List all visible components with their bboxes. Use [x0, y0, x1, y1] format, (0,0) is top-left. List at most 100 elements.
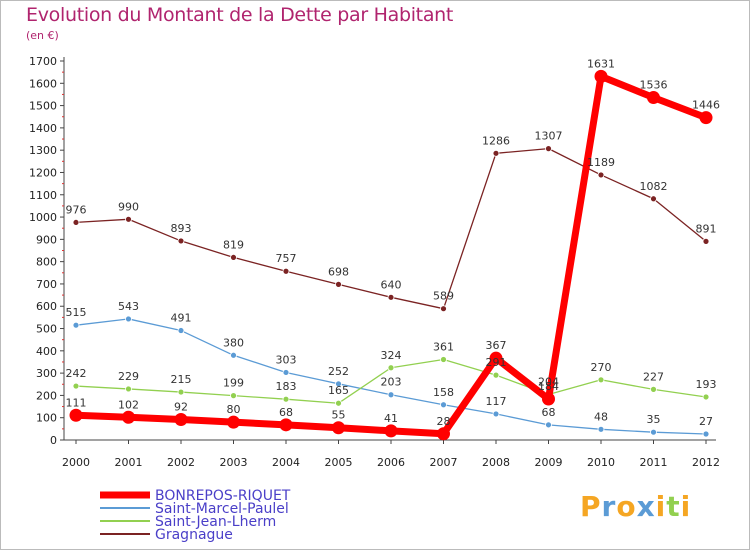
y-tick-label: 1200	[29, 166, 57, 179]
data-point	[440, 401, 447, 409]
data-label: 117	[486, 395, 507, 408]
data-point	[650, 385, 657, 393]
y-tick-label: 900	[36, 233, 57, 246]
data-label: 215	[171, 373, 192, 386]
data-point	[230, 351, 237, 359]
data-point	[125, 215, 132, 223]
data-point	[72, 382, 80, 390]
data-point	[440, 356, 447, 363]
chart-title: Evolution du Montant de la Dette par Hab…	[26, 4, 454, 26]
data-label: 891	[696, 222, 717, 235]
y-tick-label: 500	[36, 323, 57, 336]
data-point	[332, 421, 345, 435]
data-label: 640	[381, 278, 402, 291]
data-label: 291	[486, 356, 507, 369]
data-label: 491	[171, 312, 192, 325]
data-label: 757	[276, 252, 297, 265]
data-label: 1189	[587, 156, 615, 169]
data-label: 80	[227, 403, 241, 416]
data-point	[492, 410, 500, 418]
data-point	[125, 315, 132, 323]
data-point	[335, 399, 342, 407]
y-tick-label: 1700	[29, 55, 57, 68]
data-point	[279, 418, 293, 432]
data-point	[227, 415, 240, 429]
data-label: 990	[118, 200, 139, 213]
data-point	[122, 410, 135, 424]
data-point	[384, 424, 398, 438]
data-label: 27	[699, 415, 713, 428]
proxiti-logo: Proxiti	[580, 490, 692, 523]
data-label: 35	[647, 413, 661, 426]
data-point	[69, 408, 83, 422]
data-label: 92	[174, 400, 188, 413]
data-label: 229	[118, 370, 139, 383]
y-tick-label: 400	[36, 345, 57, 358]
x-tick-label: 2012	[692, 456, 720, 469]
chart-unit: (en €)	[26, 29, 59, 42]
data-label: 893	[171, 222, 192, 235]
legend-label: Gragnague	[155, 527, 233, 543]
data-label: 55	[332, 409, 346, 422]
data-point	[177, 388, 185, 396]
y-tick-label: 1100	[29, 189, 57, 202]
data-label: 515	[66, 306, 87, 319]
data-label: 41	[384, 412, 398, 425]
data-point	[230, 254, 237, 261]
data-label: 270	[591, 361, 612, 374]
data-label: 1446	[692, 99, 720, 112]
y-tick-label: 800	[36, 256, 57, 269]
data-point	[437, 427, 450, 441]
data-point	[597, 376, 605, 384]
data-point	[387, 391, 395, 399]
data-point	[489, 351, 503, 365]
data-point	[72, 219, 80, 226]
data-point	[335, 380, 342, 388]
data-label: 367	[486, 339, 507, 352]
data-label: 158	[433, 386, 454, 399]
data-point	[702, 430, 710, 438]
data-point	[542, 392, 555, 406]
x-tick-label: 2009	[535, 456, 563, 469]
data-label: 698	[328, 265, 349, 278]
x-tick-label: 2011	[640, 456, 668, 469]
y-tick-label: 1300	[29, 144, 57, 157]
data-point	[650, 428, 657, 436]
y-tick-label: 200	[36, 389, 57, 402]
data-point	[282, 395, 290, 403]
data-label: 589	[433, 290, 454, 303]
data-point	[177, 237, 185, 245]
data-label: 1631	[587, 57, 615, 70]
y-tick-label: 300	[36, 367, 57, 380]
x-tick-label: 2005	[325, 456, 353, 469]
x-tick-label: 2004	[272, 456, 300, 469]
data-label: 68	[279, 406, 293, 419]
data-point	[492, 149, 500, 157]
data-point	[594, 69, 608, 83]
data-point	[282, 369, 290, 376]
data-label: 199	[223, 377, 244, 390]
data-point	[125, 385, 132, 393]
x-tick-label: 2001	[115, 456, 143, 469]
data-point	[702, 393, 710, 401]
data-label: 111	[66, 396, 87, 409]
data-label: 252	[328, 365, 349, 378]
data-label: 227	[643, 370, 664, 383]
data-point	[387, 293, 395, 301]
data-point	[387, 364, 395, 372]
x-tick-label: 2003	[220, 456, 248, 469]
x-tick-label: 2007	[430, 456, 458, 469]
x-tick-label: 2006	[377, 456, 405, 469]
data-point	[597, 425, 605, 433]
data-label: 193	[696, 378, 717, 391]
data-label: 28	[437, 415, 451, 428]
data-label: 303	[276, 353, 297, 366]
data-point	[545, 145, 552, 153]
data-point	[72, 321, 80, 329]
data-label: 242	[66, 367, 87, 380]
data-point	[335, 280, 342, 288]
data-label: 68	[542, 406, 556, 419]
data-point	[282, 267, 290, 275]
data-label: 184	[538, 380, 559, 393]
data-label: 48	[594, 410, 608, 423]
